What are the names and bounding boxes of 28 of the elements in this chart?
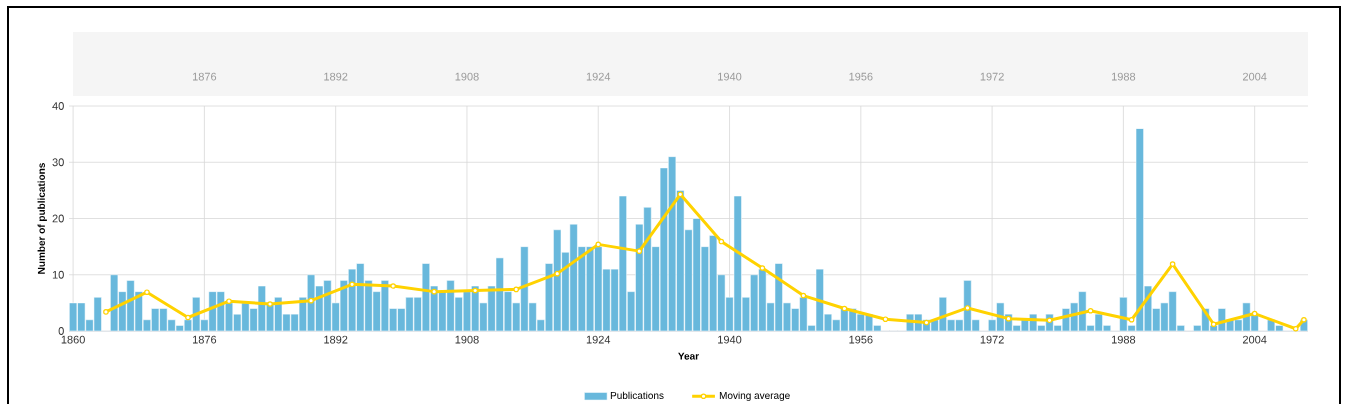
x-tick-label: 1988 [1111,335,1136,344]
y-axis-title: Number of publications [37,163,47,274]
x2-tick-label: 1892 [324,72,348,81]
legend-label: Publications [610,391,664,399]
x2-tick-label: 1924 [586,72,611,81]
y-tick-label: 40 [52,102,64,110]
y-tick-label: 10 [52,270,64,279]
y-tick-label: 20 [52,214,64,223]
y-tick-label: 30 [52,158,64,167]
x-tick-label: 2004 [1242,335,1267,344]
x2-tick-label: 1956 [849,72,873,81]
x-tick-label: 1972 [980,335,1004,344]
x-tick-label: 1956 [849,335,873,344]
x2-tick-label: 1940 [718,72,742,81]
x2-tick-label: 1988 [1111,72,1136,81]
x-tick-label: 1940 [718,335,742,344]
x-tick-label: 1860 [61,335,85,344]
x2-tick-label: 1876 [193,72,217,81]
x-tick-label: 1924 [586,335,611,344]
x-tick-label: 1908 [455,335,479,344]
x-axis-title: Year [678,352,699,360]
x2-tick-label: 1908 [455,72,479,81]
x-tick-label: 1892 [324,335,348,344]
y-tick-label: 0 [58,327,64,335]
x2-tick-label: 1972 [980,72,1004,81]
x2-tick-label: 2004 [1242,72,1267,81]
x-tick-label: 1876 [193,335,217,344]
legend-label: Moving average [719,391,790,401]
